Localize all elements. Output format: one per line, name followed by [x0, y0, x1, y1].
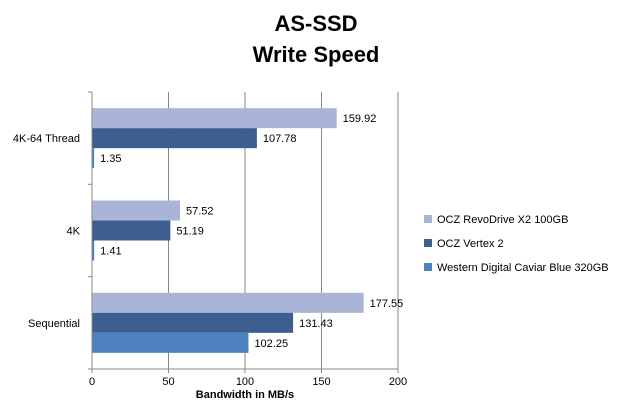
plot-area: 159.92 57.52 177.55 107.78 51.19 131.43 1.35 1.…: [92, 108, 403, 353]
legend-swatch: [424, 263, 432, 271]
category-label: 4K: [67, 226, 81, 238]
legend-entry: OCZ RevoDrive X2 100GB: [437, 214, 568, 226]
data-label: 131.43: [299, 318, 333, 330]
legend-swatch: [424, 215, 432, 223]
bar: [92, 332, 249, 353]
bar: [92, 240, 95, 261]
x-tick-label: 150: [312, 376, 330, 388]
bar: [92, 200, 181, 221]
x-tick-label: 100: [236, 376, 254, 388]
x-tick-label: 0: [89, 376, 95, 388]
bar: [92, 128, 257, 149]
bar: [92, 292, 364, 313]
chart-title-line-1: AS-SSD: [274, 11, 357, 36]
x-tick-label: 50: [162, 376, 174, 388]
data-label: 57.52: [186, 206, 214, 218]
y-axis-categories: 4K-64 Thread 4K Sequential: [13, 91, 92, 370]
data-label: 107.78: [263, 133, 297, 145]
data-label: 177.55: [370, 298, 404, 310]
bar: [92, 108, 337, 129]
bar: [92, 148, 95, 169]
data-label: 1.35: [100, 153, 121, 165]
bar: [92, 312, 294, 333]
legend-entry: OCZ Vertex 2: [437, 238, 504, 250]
bar: [92, 220, 171, 241]
legend-swatch: [424, 239, 432, 247]
legend: OCZ RevoDrive X2 100GB OCZ Vertex 2 Wester…: [424, 214, 609, 274]
x-axis-ticks: 0 50 100 150 200: [89, 369, 407, 388]
data-label: 159.92: [343, 113, 377, 125]
category-label: 4K-64 Thread: [13, 133, 80, 145]
data-label: 1.41: [100, 246, 121, 258]
x-tick-label: 200: [389, 376, 407, 388]
legend-entry: Western Digital Caviar Blue 320GB: [437, 262, 609, 274]
category-label: Sequential: [28, 318, 80, 330]
x-axis-title: Bandwidth in MB/s: [196, 389, 294, 401]
data-label: 102.25: [254, 338, 288, 350]
data-label: 51.19: [176, 226, 204, 238]
chart-title-line-2: Write Speed: [253, 42, 380, 67]
